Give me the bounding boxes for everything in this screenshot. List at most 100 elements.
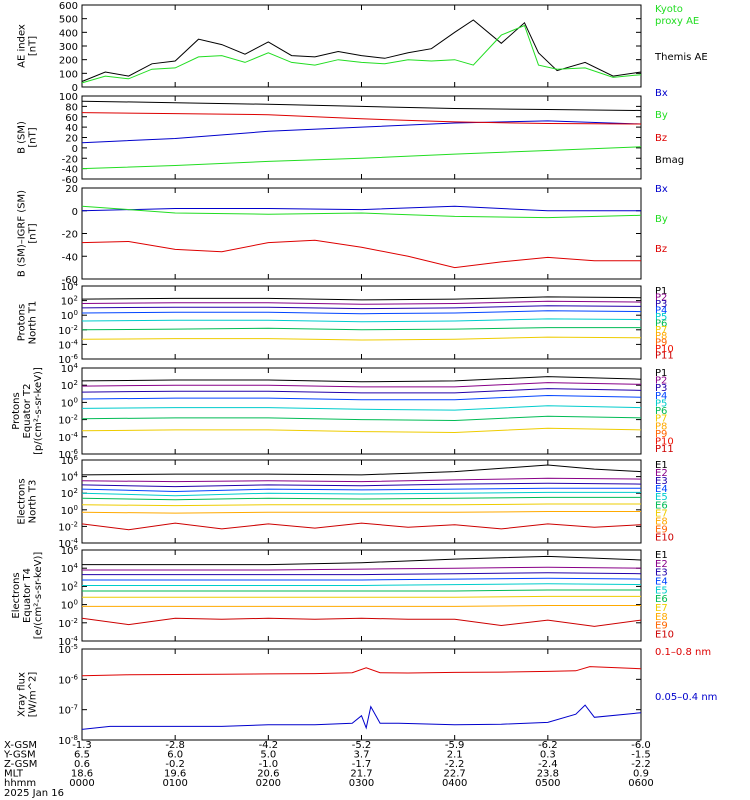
y-tick-label: 100 xyxy=(59,69,78,80)
series-line-p7 xyxy=(81,427,642,434)
legend-label: P7 xyxy=(655,414,667,425)
ephemeris-row-label: X-GSM xyxy=(4,740,37,751)
legend-label: 0.1–0.8 nm xyxy=(655,647,711,658)
legend-label: P10 xyxy=(655,436,674,447)
ephemeris-value: 6.0 xyxy=(167,750,183,761)
series-line-p2 xyxy=(81,300,642,305)
ephemeris-value: -2.2 xyxy=(445,759,465,770)
legend-label: P1 xyxy=(655,368,667,379)
ephemeris-value: 5.0 xyxy=(260,750,276,761)
y-tick-label: 200 xyxy=(59,56,78,67)
y-tick-label: -40 xyxy=(62,252,78,263)
y-tick-label: 500 xyxy=(59,15,78,26)
ephemeris-value: 0300 xyxy=(349,778,374,789)
y-axis-label: Equator T4 xyxy=(22,568,33,623)
y-axis-label: Protons xyxy=(17,304,28,341)
ephemeris-value: 0.6 xyxy=(74,759,90,770)
legend-label: By xyxy=(655,110,668,121)
y-tick-label: 104 xyxy=(61,471,79,484)
y-axis-label: [nT] xyxy=(28,223,39,243)
y-tick-label: 100 xyxy=(61,309,78,322)
y-axis-label: [p/(cm²-s-sr-keV)] xyxy=(33,367,44,455)
legend-label: P5 xyxy=(655,312,667,323)
y-tick-label: 10-2 xyxy=(58,520,78,533)
legend-label: E5 xyxy=(655,492,668,503)
legend-label: P9 xyxy=(655,338,667,349)
y-axis-label: Equator T2 xyxy=(22,384,33,439)
y-tick-label: 400 xyxy=(59,28,78,39)
date-label: 2025 Jan 16 xyxy=(4,788,64,799)
y-tick-label: 60 xyxy=(65,113,78,124)
legend-label: Bmag xyxy=(655,155,684,166)
ephemeris-value: -2.4 xyxy=(538,759,558,770)
legend-label: E2 xyxy=(655,559,668,570)
legend-label: Bx xyxy=(655,88,668,99)
ephemeris-value: -2.2 xyxy=(631,759,651,770)
y-tick-label: -20 xyxy=(62,230,78,241)
legend-label: P10 xyxy=(655,344,674,355)
ephemeris-value: -1.5 xyxy=(631,750,651,761)
legend-label: P4 xyxy=(655,391,667,402)
series-line-0-1-0-8-nm xyxy=(81,666,642,677)
y-tick-label: 102 xyxy=(61,580,78,593)
ephemeris-row-label: Z-GSM xyxy=(4,759,37,770)
series-line-p7 xyxy=(81,336,642,341)
legend-label: Bz xyxy=(655,133,667,144)
ephemeris-value: 2.1 xyxy=(447,750,463,761)
y-tick-label: 104 xyxy=(61,562,79,575)
series-line-e7 xyxy=(82,595,641,598)
y-axis-label: Protons xyxy=(11,392,22,429)
y-tick-label: -60 xyxy=(62,175,78,186)
y-tick-label: 40 xyxy=(65,123,78,134)
y-axis-label: Xray flux xyxy=(17,672,28,717)
series-line-themis-ae xyxy=(81,19,642,82)
y-tick-label: -40 xyxy=(62,165,78,176)
legend-label: E5 xyxy=(655,585,668,596)
series-line-p4 xyxy=(81,310,642,315)
y-tick-label: 80 xyxy=(65,102,78,113)
panel-bdiff: -60 -40 -20 0 20 B (SM)–IGRF (SM) [nT] Bx By Bz xyxy=(17,184,668,286)
y-tick-label: 10-6 xyxy=(58,673,78,686)
series-line-kyoto-proxy-ae xyxy=(81,24,642,84)
ephemeris-value: 20.6 xyxy=(257,769,279,780)
ephemeris-value: -5.2 xyxy=(352,740,372,751)
legend-label: P3 xyxy=(655,383,667,394)
y-tick-label: 10-5 xyxy=(58,643,78,656)
y-tick-label: 0 xyxy=(72,144,78,155)
ephemeris-value: 19.6 xyxy=(164,769,186,780)
legend-label: P5 xyxy=(655,398,667,409)
y-tick-label: 100 xyxy=(61,396,78,409)
panel-frame xyxy=(81,367,642,455)
ephemeris-value: -0.2 xyxy=(165,759,185,770)
series-line-e2 xyxy=(82,566,642,571)
legend-label: P11 xyxy=(655,351,674,362)
series-line-p4 xyxy=(81,394,642,401)
y-tick-label: 102 xyxy=(61,379,78,392)
legend-label: E1 xyxy=(655,550,668,561)
legend-label: P2 xyxy=(655,376,667,387)
y-axis-label: [nT] xyxy=(28,36,39,56)
legend-label: Themis AE xyxy=(654,52,708,63)
legend-label: E3 xyxy=(655,568,668,579)
legend-label: E6 xyxy=(655,594,668,605)
ephemeris-value: 18.6 xyxy=(71,769,93,780)
y-axis-label: Electrons xyxy=(11,572,22,618)
legend-label: 0.05–0.4 nm xyxy=(655,692,717,703)
legend-label: By xyxy=(655,214,668,225)
legend-label: P4 xyxy=(655,305,667,316)
legend-label: P6 xyxy=(655,318,667,329)
series-line-bmag xyxy=(81,100,642,111)
legend-label: P3 xyxy=(655,299,667,310)
legend-label: P9 xyxy=(655,429,667,440)
legend-label: E10 xyxy=(655,533,674,544)
y-axis-label: B (SM)–IGRF (SM) xyxy=(17,190,28,277)
ephemeris-value: 23.8 xyxy=(537,769,559,780)
legend-label: P6 xyxy=(655,406,667,417)
y-tick-label: 10-7 xyxy=(58,704,78,717)
legend-label: E10 xyxy=(655,630,674,641)
series-line-p6 xyxy=(81,327,641,331)
y-tick-label: 100 xyxy=(61,504,78,517)
series-line-e3 xyxy=(81,482,642,488)
panel-ae: 0 100 200 300 400 500 600 AE index [nT] Kyotoprox… xyxy=(17,1,708,94)
